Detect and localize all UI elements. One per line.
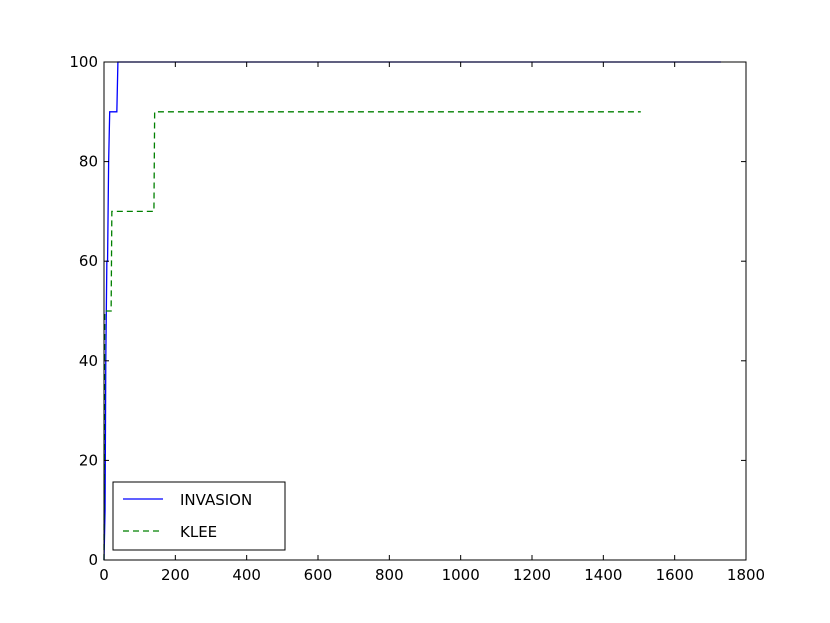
- legend-label: KLEE: [180, 523, 217, 541]
- legend-box: [112, 481, 286, 551]
- x-tick-label: 1000: [442, 566, 480, 584]
- x-tick-label: 0: [99, 566, 109, 584]
- legend-label: INVASION: [180, 491, 252, 509]
- x-tick-label: 600: [304, 566, 333, 584]
- axes-frame: [103, 61, 747, 561]
- data-line: [103, 111, 641, 561]
- y-tick-label: 20: [79, 451, 98, 469]
- x-tick-label: 1800: [727, 566, 765, 584]
- x-tick-label: 1200: [513, 566, 551, 584]
- x-tick-label: 1600: [656, 566, 694, 584]
- x-tick-label: 800: [375, 566, 404, 584]
- y-tick-label: 100: [69, 53, 98, 71]
- legend: INVASION KLEE: [112, 481, 286, 551]
- x-tick-label: 200: [161, 566, 190, 584]
- y-tick-label: 80: [79, 153, 98, 171]
- plot-area: [104, 62, 746, 560]
- y-tick-label: 0: [88, 551, 98, 569]
- x-tick-label: 1400: [584, 566, 622, 584]
- y-tick-label: 60: [79, 252, 98, 270]
- y-tick-label: 40: [79, 352, 98, 370]
- x-tick-label: 400: [232, 566, 261, 584]
